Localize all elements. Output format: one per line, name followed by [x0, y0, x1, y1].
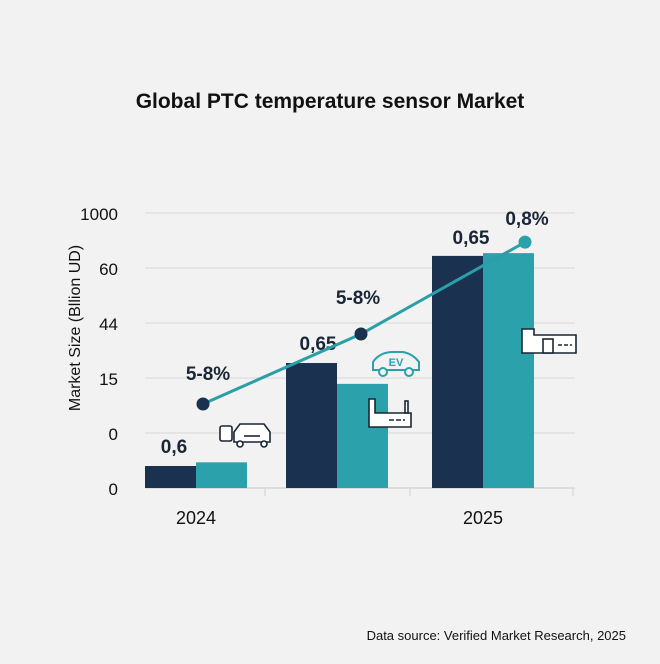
data-source: Data source: Verified Market Research, 2… [366, 628, 626, 643]
growth-marker [196, 397, 210, 411]
growth-marker [354, 327, 368, 341]
factory-icon [521, 328, 577, 354]
wheel [404, 367, 414, 377]
bar [196, 462, 247, 488]
y-tick-label: 44 [99, 315, 118, 334]
wheel [260, 440, 268, 448]
factory-icon [368, 398, 412, 428]
bar-data-label: 0,6 [161, 437, 187, 458]
bar [286, 363, 337, 488]
bar-data-label: 0,65 [453, 228, 490, 249]
line-data-label: 0,8% [505, 209, 548, 230]
ev-label: EV [389, 357, 404, 369]
battery [219, 425, 233, 442]
y-tick-label: 0 [109, 480, 118, 499]
bar [337, 383, 388, 488]
bar [483, 253, 534, 488]
door [542, 338, 554, 354]
line-data-label: 5-8% [336, 288, 380, 309]
y-tick-label: 15 [99, 370, 118, 389]
wheel [236, 440, 244, 448]
y-tick-label: 1000 [80, 205, 118, 224]
x-tick-label: 2025 [463, 508, 503, 528]
x-tick-label: 2024 [176, 508, 216, 528]
ev-car-icon: EV [372, 351, 420, 377]
ev-body [372, 351, 420, 371]
y-tick-label: 0 [109, 425, 118, 444]
bar [432, 255, 483, 488]
wheel [378, 367, 388, 377]
chart-title: Global PTC temperature sensor Market [135, 90, 525, 113]
y-tick-label: 60 [99, 260, 118, 279]
y-axis-label: Market Size (Bllion UD) [67, 245, 84, 411]
growth-marker [518, 235, 532, 249]
battery-car-icon [219, 423, 271, 448]
chimney [404, 400, 409, 414]
bar [145, 466, 196, 488]
line-data-label: 5-8% [186, 364, 230, 385]
car-body [233, 423, 271, 443]
